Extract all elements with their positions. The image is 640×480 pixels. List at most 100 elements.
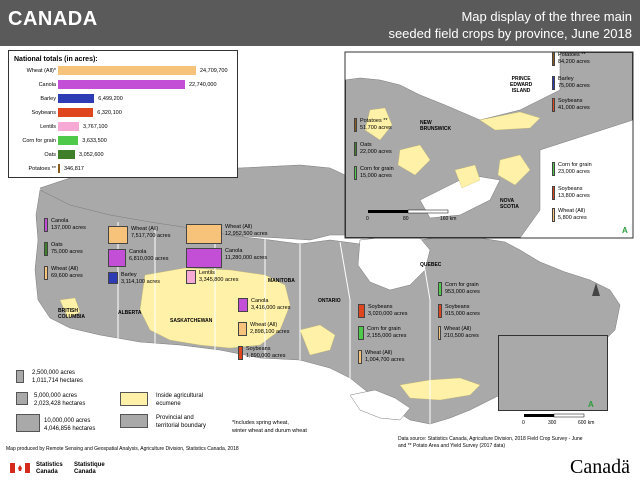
national-total-bar: [58, 136, 79, 145]
province-label-bc: BRITISH COLUMBIA: [58, 308, 85, 320]
national-total-label: Oats: [44, 152, 56, 158]
crop-annotation-pe-barley: Barley 75,000 acres: [558, 76, 590, 89]
crop-swatch: [358, 326, 364, 340]
crop-annotation-pe-potatoes: Potatoes ** 84,200 acres: [558, 52, 590, 65]
crop-swatch: [186, 248, 222, 268]
crop-annotation-mb-soy: Soybeans 1,890,000 acres: [246, 346, 286, 359]
national-total-label: Corn for grain: [22, 138, 56, 144]
crop-annotation-qc-soy: Soybeans 915,000 acres: [445, 304, 480, 317]
crop-annotation-nb-corn: Corn for grain 15,000 acres: [360, 166, 394, 179]
north-arrow-icon: [592, 283, 600, 296]
crop-annotation-ns-wheat: Wheat (All) 5,800 acres: [558, 208, 587, 221]
map-header: CANADA Map display of the three main see…: [0, 0, 640, 46]
crop-swatch: [438, 326, 441, 340]
crop-swatch: [186, 224, 222, 244]
main-scale-600: 600 km: [578, 420, 595, 426]
crop-annotation-bc-oats: Oats 75,000 acres: [51, 242, 83, 255]
national-total-label: Wheat (All)*: [26, 68, 56, 74]
subtitle-line-1: Map display of the three main: [461, 9, 632, 24]
crop-swatch: [552, 208, 555, 222]
gulf-water: [344, 51, 561, 121]
legend-swatch-2500000: [16, 370, 24, 383]
crop-annotation-ab-barley: Barley 3,114,100 acres: [121, 272, 161, 285]
national-total-label: Soybeans: [31, 110, 56, 116]
statcan-name-fr: Statistique Canada: [74, 462, 105, 475]
national-total-bar: [58, 122, 80, 131]
legend-ecumene: Inside agricultural ecumene: [156, 393, 204, 407]
data-source: Data source: Statistics Canada, Agricult…: [398, 436, 583, 449]
national-totals-title: National totals (in acres):: [14, 56, 98, 63]
canada-map: [34, 164, 621, 425]
crop-swatch: [238, 322, 247, 336]
map-credit: Map produced by Remote Sensing and Geosp…: [6, 446, 239, 452]
crop-annotation-on-wheat: Wheat (All) 1,004,700 acres: [365, 350, 405, 363]
map-subtitle: Map display of the three main seeded fie…: [332, 8, 632, 42]
crop-swatch: [108, 226, 128, 244]
national-total-bar: [58, 108, 94, 117]
national-total-value: 3,767,100: [83, 124, 108, 130]
crop-swatch: [238, 346, 243, 360]
crop-annotation-mb-wheat: Wheat (All) 2,898,100 acres: [250, 322, 290, 335]
crop-annotation-ab-canola: Canola 6,810,000 acres: [129, 249, 169, 262]
crop-annotation-sk-canola: Canola 11,280,000 acres: [225, 248, 268, 261]
national-total-value: 22,740,000: [188, 82, 217, 88]
crop-annotation-nb-potatoes: Potatoes ** 51,700 acres: [360, 118, 392, 131]
national-total-value: 6,320,100: [97, 110, 122, 116]
province-label-ab: ALBERTA: [118, 310, 142, 316]
crop-annotation-mb-canola: Canola 3,416,000 acres: [251, 298, 291, 311]
crop-swatch: [358, 350, 362, 364]
legend-swatch-boundary: [120, 414, 148, 428]
crop-annotation-nb-oats: Oats 22,000 acres: [360, 142, 392, 155]
legend-footnote: *Includes spring wheat, winter wheat and…: [232, 420, 307, 434]
main-scale-300: 300: [548, 420, 557, 426]
inset-north-marker: A: [622, 226, 628, 235]
crop-annotation-ns-corn: Corn for grain 23,000 acres: [558, 162, 592, 175]
national-total-value: 24,709,700: [200, 68, 228, 74]
crop-swatch: [44, 242, 48, 256]
province-label-mb: MANITOBA: [268, 278, 295, 284]
crop-swatch: [108, 272, 118, 284]
legend-size-5000000: 5,000,000 acres 2,023,428 hectares: [34, 393, 86, 407]
crop-swatch: [108, 249, 126, 267]
crop-swatch: [438, 282, 442, 296]
crop-annotation-sk-wheat: Wheat (All) 12,952,500 acres: [225, 224, 268, 237]
inset-scale-0: 0: [366, 216, 369, 222]
canada-wordmark: Canadä: [570, 456, 630, 478]
inset-scale-160: 160 km: [440, 216, 457, 222]
great-lakes: [349, 389, 411, 421]
national-total-label: Barley: [40, 96, 56, 102]
locator-inset: [498, 335, 608, 411]
national-total-bar: [58, 94, 95, 103]
crop-swatch: [186, 270, 196, 284]
crop-annotation-bc-canola: Canola 137,000 acres: [51, 218, 86, 231]
legend-swatch-5000000: [16, 392, 28, 405]
crop-annotation-pe-soy: Soybeans 41,000 acres: [558, 98, 590, 111]
crop-annotation-on-soy: Soybeans 3,020,000 acres: [368, 304, 408, 317]
crop-swatch: [44, 218, 48, 232]
national-total-label: Lentils: [40, 124, 56, 130]
national-total-value: 6,499,200: [98, 96, 123, 102]
subtitle-line-2: seeded field crops by province, June 201…: [388, 26, 632, 41]
crop-swatch: [354, 118, 357, 132]
national-total-value: 3,052,600: [79, 152, 104, 158]
national-total-bar: [58, 66, 196, 75]
scale-bars: [368, 209, 600, 418]
legend-boundary: Provincial and territorial boundary: [156, 415, 207, 429]
maritime-ecumene: [364, 107, 541, 189]
national-total-bar: [58, 164, 60, 173]
crop-annotation-qc-corn: Corn for grain 953,000 acres: [445, 282, 480, 295]
crop-swatch: [238, 298, 248, 312]
legend-swatch-10000000: [16, 414, 40, 432]
province-label-on: ONTARIO: [318, 298, 341, 304]
legend-swatch-ecumene: [120, 392, 148, 406]
crop-swatch: [552, 186, 555, 200]
maritime-inset-map: [344, 51, 634, 239]
national-total-value: 3,633,500: [82, 138, 107, 144]
national-total-bar: [58, 80, 185, 89]
crop-swatch: [552, 162, 555, 176]
crop-swatch: [44, 266, 48, 280]
national-total-bar: [58, 150, 76, 159]
crop-swatch: [354, 166, 357, 180]
province-label-nb: NEW BRUNSWICK: [420, 120, 452, 132]
province-label-sk: SASKATCHEWAN: [170, 318, 213, 324]
